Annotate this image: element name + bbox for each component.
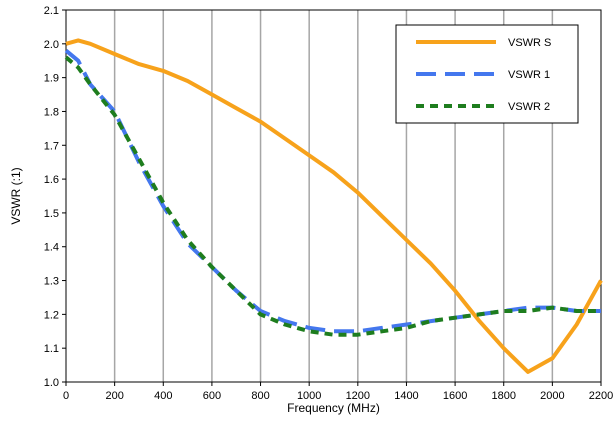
plot-area-frame xyxy=(65,9,602,383)
y-tick-label: 2.0 xyxy=(44,39,59,51)
axis-ticks: 0 200 400 600 800 1000 1200 1400 1600 1800 2000 220… xyxy=(44,5,614,402)
series-line-vswr-2 xyxy=(64,55,601,337)
series-lines xyxy=(64,38,603,374)
y-tick-label: 1.7 xyxy=(44,140,59,152)
y-tick-label: 1.0 xyxy=(44,377,59,389)
legend-label: VSWR 2 xyxy=(508,101,550,113)
y-tick-label: 2.1 xyxy=(44,5,59,17)
legend-label: VSWR S xyxy=(508,37,551,49)
x-tick-label: 600 xyxy=(203,390,221,402)
y-tick-label: 1.8 xyxy=(44,106,59,118)
x-tick-label: 1800 xyxy=(491,390,515,402)
x-tick-label: 800 xyxy=(251,390,269,402)
series-line-vswr-s xyxy=(65,38,603,374)
y-tick-label: 1.2 xyxy=(44,309,59,321)
x-tick-label: 1600 xyxy=(443,390,467,402)
x-tick-label: 0 xyxy=(63,390,69,402)
x-tick-label: 1200 xyxy=(346,390,370,402)
x-tick-label: 2200 xyxy=(589,390,613,402)
y-tick-label: 1.4 xyxy=(44,242,59,254)
x-tick-label: 200 xyxy=(105,390,123,402)
legend: VSWR S VSWR 1 VSWR 2 xyxy=(395,24,579,124)
y-tick-label: 1.6 xyxy=(44,174,59,186)
x-axis-label: Frequency (MHz) xyxy=(287,401,380,415)
y-tick-label: 1.1 xyxy=(44,343,59,355)
legend-label: VSWR 1 xyxy=(508,69,550,81)
y-tick-label: 1.9 xyxy=(44,73,59,85)
x-tick-label: 2000 xyxy=(540,390,564,402)
y-axis-label: VSWR (:1) xyxy=(9,167,23,224)
x-tick-label: 1000 xyxy=(297,390,321,402)
x-tick-label: 1400 xyxy=(394,390,418,402)
x-tick-label: 400 xyxy=(154,390,172,402)
y-tick-label: 1.3 xyxy=(44,276,59,288)
y-tick-label: 1.5 xyxy=(44,208,59,220)
